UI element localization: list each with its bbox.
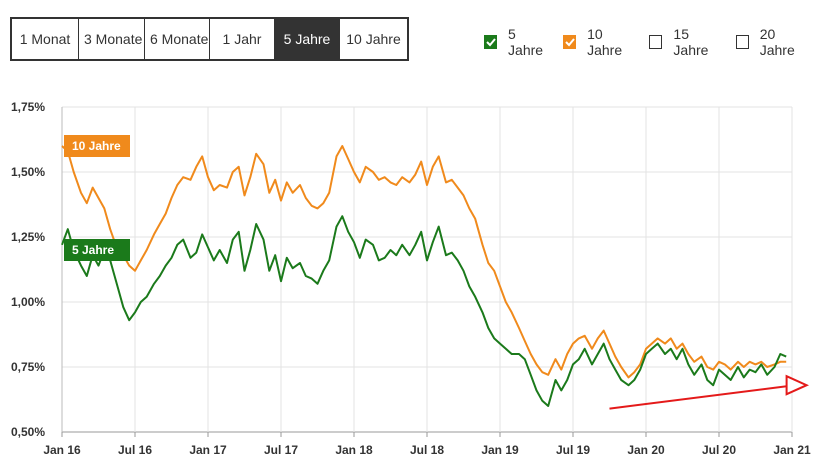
range-button-6-monate[interactable]: 6 Monate: [145, 19, 210, 59]
x-tick-label: Jan 21: [773, 443, 811, 457]
arrow-head-icon: [785, 374, 810, 396]
x-tick-label: Jul 19: [556, 443, 590, 457]
series-flag: [64, 135, 130, 157]
y-tick-label: 1,25%: [11, 230, 45, 244]
checkbox-unchecked-icon[interactable]: [649, 35, 663, 49]
x-axis: Jan 16 Jul 16 Jan 17 Jul 17 Jan 18 Jul 18 Jan …: [43, 432, 811, 457]
legend-label: 5 Jahre: [508, 26, 544, 58]
legend-item-15-jahre[interactable]: 15 Jahre: [649, 26, 723, 58]
range-button-5-jahre[interactable]: 5 Jahre: [275, 19, 340, 59]
checkbox-unchecked-icon[interactable]: [735, 35, 749, 49]
y-axis: 0,50% 0,75% 1,00% 1,25% 1,50% 1,75%: [11, 100, 63, 439]
y-tick-label: 1,00%: [11, 295, 45, 309]
x-tick-label: Jan 20: [627, 443, 665, 457]
series-flag: [64, 239, 130, 261]
legend-label: 10 Jahre: [587, 26, 623, 58]
x-tick-label: Jul 17: [264, 443, 298, 457]
range-button-1-jahr[interactable]: 1 Jahr: [210, 19, 275, 59]
chart-series: [61, 145, 787, 407]
time-range-selector: 1 Monat 3 Monate 6 Monate 1 Jahr 5 Jahre…: [10, 17, 409, 61]
series-flags: 10 Jahre 5 Jahre: [64, 135, 130, 261]
legend-label: 15 Jahre: [673, 26, 709, 58]
y-tick-label: 1,75%: [11, 100, 45, 114]
trend-arrow-annotation: [609, 374, 810, 410]
y-tick-label: 1,50%: [11, 165, 45, 179]
x-tick-label: Jul 18: [410, 443, 444, 457]
checkbox-checked-icon[interactable]: [484, 35, 498, 49]
y-tick-label: 0,75%: [11, 360, 45, 374]
checkbox-checked-icon[interactable]: [563, 35, 577, 49]
x-tick-label: Jan 16: [43, 443, 81, 457]
legend-label: 20 Jahre: [759, 26, 795, 58]
arrow-shaft: [609, 384, 791, 410]
legend-item-10-jahre[interactable]: 10 Jahre: [563, 26, 637, 58]
x-tick-label: Jan 18: [335, 443, 373, 457]
legend-item-5-jahre[interactable]: 5 Jahre: [484, 26, 551, 58]
x-tick-label: Jul 20: [702, 443, 736, 457]
series-line-10-jahre: [61, 145, 787, 379]
range-button-10-jahre[interactable]: 10 Jahre: [340, 19, 407, 59]
range-button-1-monat[interactable]: 1 Monat: [12, 19, 79, 59]
x-tick-label: Jan 19: [481, 443, 519, 457]
series-flag-label: 5 Jahre: [72, 243, 114, 257]
chart-grid: [61, 106, 793, 433]
legend: 5 Jahre 10 Jahre 15 Jahre 20 Jahre: [484, 26, 822, 58]
legend-item-20-jahre[interactable]: 20 Jahre: [735, 26, 810, 58]
series-flag-label: 10 Jahre: [72, 139, 121, 153]
x-tick-label: Jan 17: [189, 443, 227, 457]
range-button-3-monate[interactable]: 3 Monate: [79, 19, 145, 59]
y-tick-label: 0,50%: [11, 425, 45, 439]
series-line-5-jahre: [61, 215, 787, 407]
x-tick-label: Jul 16: [118, 443, 152, 457]
